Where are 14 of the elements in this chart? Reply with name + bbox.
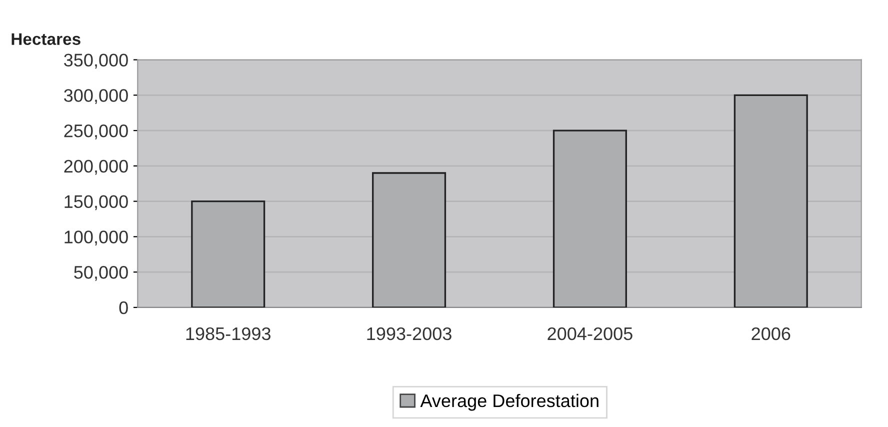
y-tick-label: 150,000: [64, 195, 128, 210]
y-tick-label: 200,000: [64, 160, 128, 175]
legend-label: Average Deforestation: [420, 394, 598, 411]
y-axis-title: Hectares: [12, 33, 80, 45]
y-tick-label: 250,000: [64, 124, 128, 140]
x-tick-label: 2004-2005: [548, 327, 632, 340]
y-tick-label: 100,000: [64, 230, 128, 246]
y-tick-label: 50,000: [74, 266, 128, 281]
y-tick-label: 300,000: [64, 89, 128, 104]
x-tick-label: 1985-1993: [186, 327, 270, 340]
x-tick-label: 2006: [752, 327, 790, 340]
y-tick-label: 350,000: [64, 54, 128, 69]
x-tick-label: 1993-2003: [367, 327, 452, 340]
y-tick-label: 0: [119, 301, 128, 314]
